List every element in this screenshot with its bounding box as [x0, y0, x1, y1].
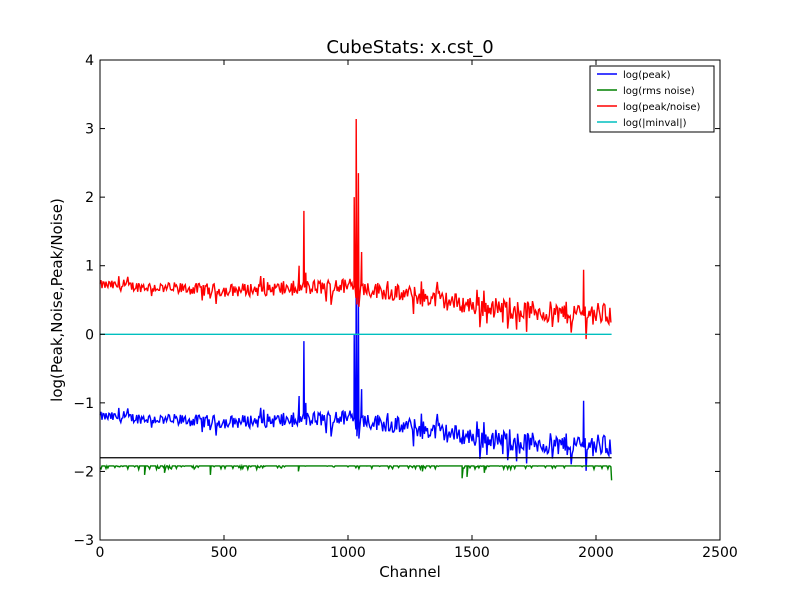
x-tick-label: 2500: [702, 545, 738, 561]
y-tick-label: 4: [85, 53, 94, 69]
legend-label-log-peak: log(peak): [623, 70, 671, 81]
series-line-log-peak-noise: [99, 118, 612, 340]
y-tick-label: 3: [85, 122, 94, 138]
y-tick-label: −3: [73, 533, 94, 549]
plot-frame: [99, 59, 721, 541]
series-layer: [99, 118, 613, 481]
legend-label-log-minval: log(|minval|): [623, 118, 687, 129]
y-tick-label: −2: [73, 464, 94, 480]
plot-area: [100, 60, 720, 540]
legend-label-log-rms-noise: log(rms noise): [623, 86, 695, 97]
y-tick-label: −1: [73, 396, 94, 412]
chart-title: CubeStats: x.cst_0: [326, 37, 493, 58]
y-tick-label: 0: [85, 327, 94, 343]
legend: log(peak) log(rms noise) log(peak/noise) lo…: [589, 65, 715, 133]
x-tick-label: 1000: [330, 545, 366, 561]
y-axis-label: log(Peak,Noise,Peak/Noise): [48, 198, 66, 402]
series-line-log-rms-noise: [99, 463, 613, 481]
x-tick-label: 0: [96, 545, 105, 561]
x-tick-label: 500: [211, 545, 238, 561]
legend-label-log-peak-noise: log(peak/noise): [623, 102, 701, 113]
y-tick-label: 1: [85, 259, 94, 275]
x-axis-label: Channel: [379, 563, 441, 581]
legend-box: [589, 65, 715, 133]
y-tick-label: 2: [85, 190, 94, 206]
x-tick-label: 1500: [454, 545, 490, 561]
series-line-log-peak: [99, 250, 612, 471]
ticks-layer: 0 500 1000 1500 2000 2500 −3 −2 −1 0 1 2 3 4: [73, 53, 737, 561]
x-tick-label: 2000: [578, 545, 614, 561]
